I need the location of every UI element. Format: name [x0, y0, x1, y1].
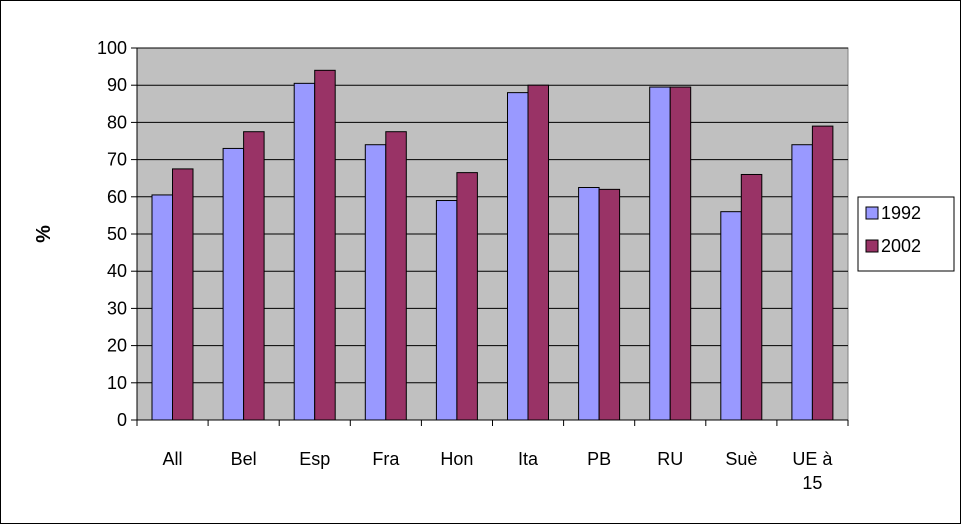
y-tick-label: 10	[107, 373, 127, 393]
legend-label-1992: 1992	[881, 203, 921, 223]
y-tick-label: 30	[107, 298, 127, 318]
x-tick-label: Hon	[440, 449, 473, 469]
x-tick-label: Esp	[299, 449, 330, 469]
y-tick-label: 40	[107, 261, 127, 281]
bar-2002	[527, 84, 549, 421]
bar-2002	[598, 188, 621, 421]
x-tick-label: UE à 15	[792, 449, 833, 493]
x-tick-label: RU	[657, 449, 683, 469]
y-tick-label: 0	[117, 410, 127, 430]
y-tick-label: 90	[107, 75, 127, 95]
bar-1992	[151, 194, 173, 421]
x-tick-label: Fra	[372, 449, 400, 469]
bar-1992	[578, 187, 600, 421]
bars	[151, 69, 834, 421]
bar-2002	[456, 172, 478, 421]
legend-swatch-2002	[865, 239, 879, 253]
bar-1992	[222, 147, 245, 421]
y-tick-label: 20	[107, 336, 127, 356]
bar-1992	[791, 144, 813, 421]
y-tick-label: 50	[107, 224, 127, 244]
legend-label-2002: 2002	[881, 236, 921, 256]
bar-1992	[720, 211, 742, 421]
y-tick-label: 60	[107, 187, 127, 207]
bar-1992	[364, 144, 387, 421]
legend-swatch-1992	[865, 206, 879, 220]
legend: 1992 2002	[857, 196, 955, 272]
bar-2002	[669, 86, 692, 421]
bar-1992	[507, 92, 529, 421]
legend-box	[857, 196, 955, 272]
x-tick-label: Ita	[518, 449, 539, 469]
bar-1992	[293, 82, 316, 421]
bar-2002	[385, 131, 407, 421]
y-axis-title: %	[33, 225, 55, 243]
bar-2002	[740, 173, 763, 421]
x-axis: All Bel Esp Fra Hon Ita PB RU Suè UE à 15	[136, 419, 849, 493]
x-tick-label: PB	[587, 449, 611, 469]
bar-2002	[243, 131, 265, 421]
x-tick-label: Bel	[231, 449, 257, 469]
bar-1992	[435, 200, 458, 421]
bar-2002	[314, 69, 336, 421]
y-tick-label: 80	[107, 112, 127, 132]
x-tick-label: Suè	[725, 449, 757, 469]
y-axis: 0 10 20 30 40 50 60 70 80 90 100	[97, 38, 138, 430]
bar-2002	[172, 168, 194, 421]
y-tick-label: 70	[107, 150, 127, 170]
bar-2002	[811, 125, 834, 421]
y-tick-label: 100	[97, 38, 127, 58]
x-tick-label: All	[163, 449, 183, 469]
bar-1992	[649, 86, 671, 421]
